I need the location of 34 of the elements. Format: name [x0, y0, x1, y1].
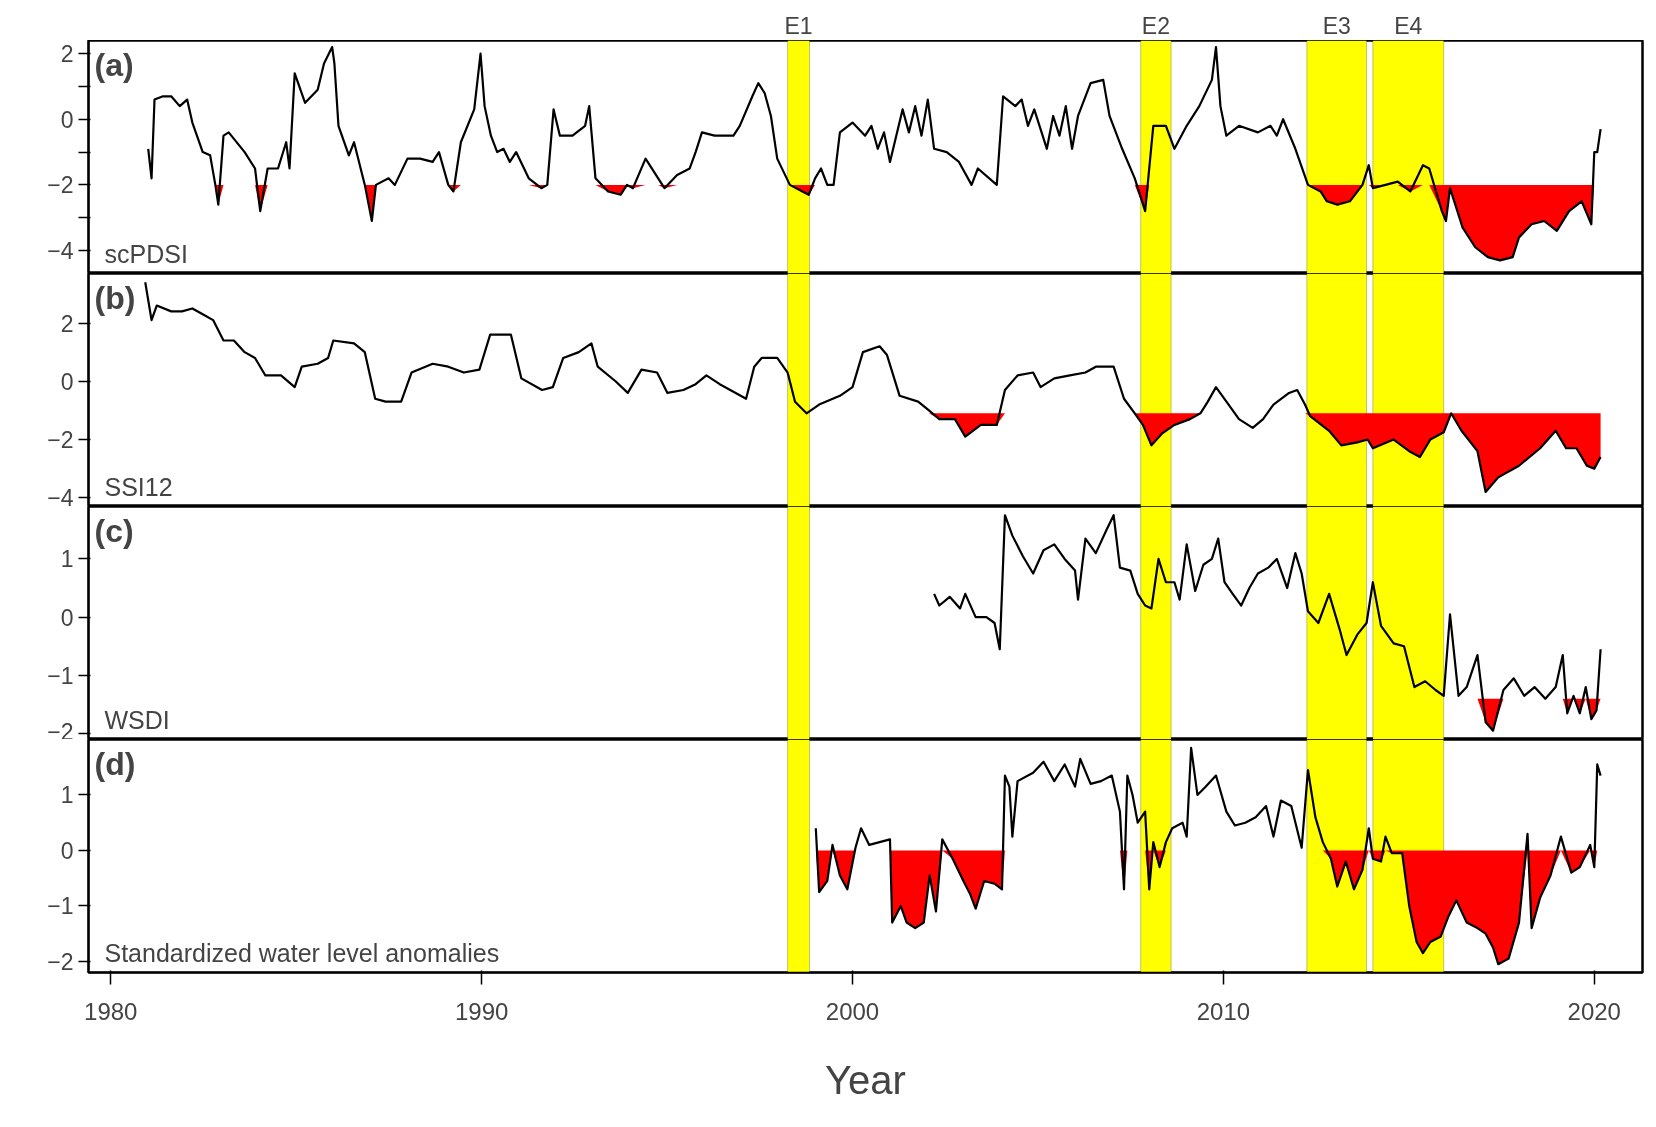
y-tick-label: −2: [47, 718, 74, 745]
y-tick-label: −4: [47, 485, 74, 512]
band-label: E4: [1394, 12, 1423, 39]
y-tick-label: −4: [47, 238, 74, 265]
y-tick-label: 0: [60, 604, 74, 631]
y-tick-label: −1: [47, 893, 74, 920]
band-label: E3: [1322, 12, 1351, 39]
y-tick-label: 2: [60, 41, 74, 68]
x-tick-label: 1980: [84, 997, 138, 1025]
y-tick-label: −2: [47, 172, 74, 199]
annotation: Standardized water level anomalies: [104, 938, 500, 967]
x-axis-title: Year: [825, 1057, 906, 1102]
y-tick-label: −2: [47, 427, 74, 454]
annotation: (c): [94, 512, 134, 549]
annotation: (b): [94, 279, 136, 316]
annotation: WSDI: [104, 705, 170, 734]
annotation: scPDSI: [104, 239, 188, 268]
y-tick-label: 1: [60, 546, 74, 573]
y-tick-label: 2: [60, 310, 74, 337]
x-tick-label: 2020: [1567, 997, 1621, 1025]
x-tick-label: 1990: [454, 997, 509, 1025]
x-tick-label: 2010: [1196, 997, 1251, 1025]
annotation: SSI12: [104, 472, 173, 501]
band-label: E1: [784, 12, 813, 39]
y-tick-label: 0: [60, 837, 74, 864]
annotation: (a): [94, 46, 134, 83]
band-label: E2: [1141, 12, 1170, 39]
y-tick-label: 0: [60, 368, 74, 395]
y-tick-label: −1: [47, 662, 74, 689]
x-tick-label: 2000: [825, 997, 880, 1025]
y-tick-label: −2: [47, 948, 74, 975]
y-tick-label: 0: [60, 106, 74, 133]
annotation: (d): [94, 745, 136, 782]
y-tick-label: 1: [60, 782, 74, 809]
